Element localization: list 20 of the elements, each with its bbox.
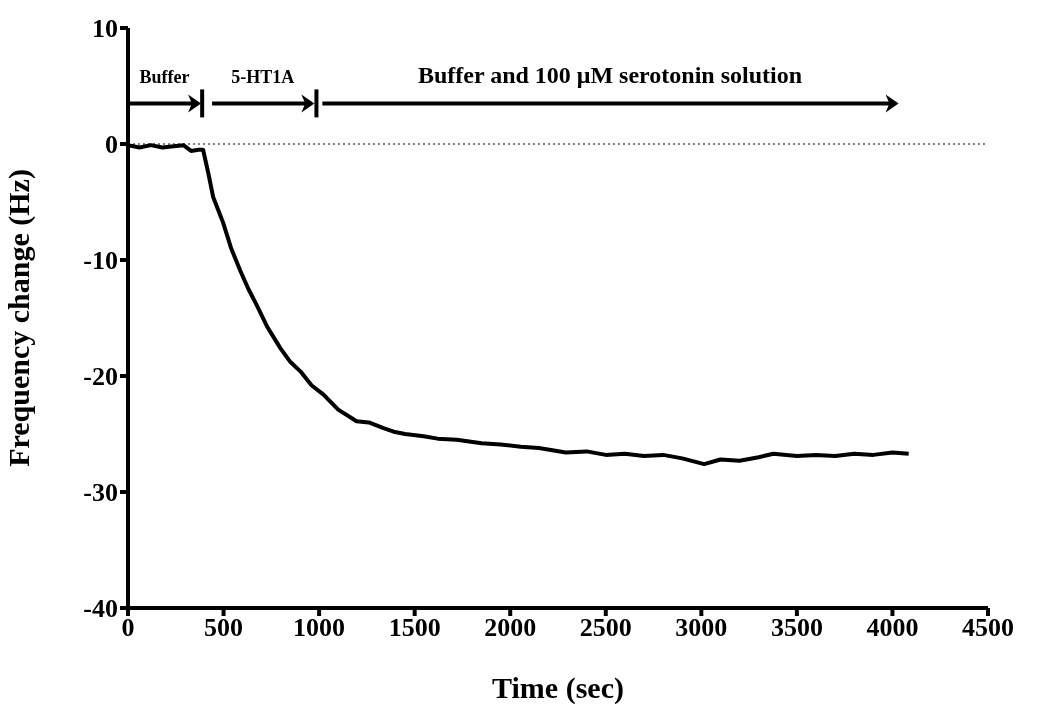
y-tick-label: 10 [92,14,118,44]
y-tick-label: -20 [83,362,118,392]
y-tick-label: 0 [105,130,118,160]
x-tick-label: 3000 [675,613,728,643]
annotation: Buffer [139,67,190,88]
y-axis-title: Frequency change (Hz) [1,169,36,467]
y-tick-label: -30 [83,478,118,508]
y-tick-label: -40 [83,594,118,624]
y-tick-label: -10 [83,246,118,276]
x-tick-label: 4000 [866,613,919,643]
x-tick-label: 2500 [579,613,632,643]
x-tick-label: 1500 [388,613,441,643]
x-tick-label: 500 [204,613,244,643]
x-tick-label: 4500 [962,613,1014,643]
x-tick-label: 2000 [484,613,537,643]
annotation: 5-HT1A [231,67,295,88]
x-tick-label: 3500 [770,613,823,643]
x-tick-label: 1000 [293,613,346,643]
annotation: Buffer and 100 μM serotonin solution [417,62,803,89]
x-axis-title: Time (sec) [492,671,624,705]
